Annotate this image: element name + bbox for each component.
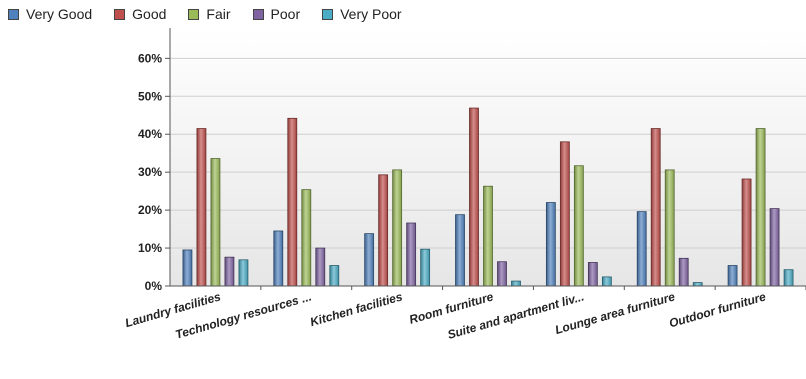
bar-very-poor — [238, 259, 249, 287]
legend-label-very-poor: Very Poor — [340, 6, 402, 22]
legend: Very Good Good Fair Poor Very Poor — [8, 4, 424, 24]
legend-item-fair: Fair — [188, 6, 231, 22]
bar-very-poor — [692, 282, 703, 287]
legend-item-poor: Poor — [252, 6, 301, 22]
bar-very-good — [364, 233, 375, 287]
y-tick-label: 30% — [138, 165, 162, 179]
bar-fair — [392, 169, 403, 287]
legend-swatch-poor — [252, 8, 264, 20]
bar-fair — [573, 165, 584, 287]
legend-swatch-very-poor — [322, 8, 334, 20]
legend-item-very-poor: Very Poor — [322, 6, 402, 22]
bar-very-poor — [511, 280, 521, 287]
y-tick-label: 40% — [138, 127, 162, 141]
bar-good — [650, 128, 661, 287]
legend-label-fair: Fair — [206, 6, 231, 22]
bar-good — [196, 128, 207, 287]
legend-swatch-good — [114, 8, 126, 20]
bar-very-good — [455, 214, 465, 287]
legend-label-very-good: Very Good — [26, 6, 93, 22]
bar-poor — [315, 247, 326, 287]
bar-good — [469, 107, 479, 287]
legend-swatch-very-good — [8, 8, 19, 20]
y-tick-label: 0% — [145, 279, 163, 293]
bar-very-good — [727, 265, 738, 287]
bar-very-good — [545, 202, 556, 287]
bar-poor — [406, 222, 417, 287]
bar-very-poor — [420, 248, 431, 287]
bar-fair — [664, 169, 675, 287]
bar-very-good — [273, 230, 284, 287]
bar-fair — [755, 128, 766, 287]
y-tick-label: 60% — [138, 51, 162, 65]
legend-item-good: Good — [114, 6, 166, 22]
legend-label-good: Good — [132, 6, 167, 22]
bar-poor — [497, 261, 507, 287]
bar-very-good — [636, 211, 647, 287]
y-tick-label: 20% — [138, 203, 162, 217]
bar-poor — [587, 262, 598, 287]
bar-poor — [678, 257, 689, 287]
bar-poor — [769, 208, 780, 287]
legend-label-poor: Poor — [270, 6, 301, 22]
bar-good — [378, 174, 389, 287]
bar-fair — [483, 185, 493, 287]
y-tick-label: 50% — [138, 89, 162, 103]
bar-fair — [301, 189, 312, 287]
bar-good — [287, 117, 298, 287]
bar-good — [741, 178, 752, 287]
legend-item-very-good: Very Good — [8, 6, 92, 22]
x-tick-label: Outdoor furniture — [667, 289, 767, 330]
bar-good — [559, 141, 570, 287]
bar-very-good — [182, 249, 193, 287]
bar-very-poor — [329, 265, 340, 287]
legend-swatch-fair — [188, 8, 200, 20]
bar-poor — [224, 256, 235, 287]
y-tick-label: 10% — [138, 241, 162, 255]
bar-fair — [210, 158, 221, 287]
bar-very-poor — [783, 269, 794, 287]
bar-very-poor — [601, 276, 612, 287]
x-tick-label: Kitchen facilities — [308, 289, 404, 329]
